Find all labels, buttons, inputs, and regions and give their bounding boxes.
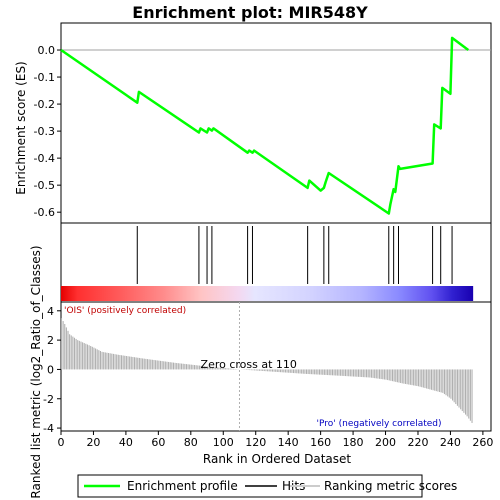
x-tick-label: 20 [86,436,100,449]
es-y-tick-label: -0.1 [34,71,55,84]
x-tick-label: 100 [213,436,234,449]
es-y-axis: 0.0 -0.1 -0.2 -0.3 -0.4 -0.5 -0.6 [34,44,61,219]
x-axis-title: Rank in Ordered Dataset [203,452,351,466]
hit-lines-layer [136,226,453,284]
es-y-tick-label: -0.6 [34,206,55,219]
negative-class-label: 'Pro' (negatively correlated) [317,419,442,429]
x-tick-label: 260 [472,436,493,449]
positive-class-label: 'OIS' (positively correlated) [64,306,186,316]
x-tick-label: 0 [58,436,65,449]
x-tick-label: 120 [245,436,266,449]
x-tick-label: 200 [375,436,396,449]
ranked-y-tick-label: -2 [43,393,54,406]
x-tick-label: 80 [184,436,198,449]
es-y-tick-label: -0.4 [34,152,55,165]
x-tick-label: 180 [343,436,364,449]
legend-label-profile: Enrichment profile [127,479,238,493]
legend: Enrichment profile Hits Ranking metric s… [77,474,457,498]
x-tick-label: 60 [151,436,165,449]
x-tick-label: 40 [119,436,133,449]
es-y-tick-label: -0.3 [34,125,55,138]
enrichment-profile-layer [60,36,470,215]
ranked-y-tick-label: -4 [43,422,54,435]
es-y-tick-label: 0.0 [38,44,56,57]
chart-title: Enrichment plot: MIR548Y [132,3,368,22]
ranked-y-tick-label: 0 [47,363,54,376]
ranked-y-tick-label: 4 [47,305,54,318]
enrichment-profile-line [60,36,470,215]
legend-label-ranking: Ranking metric scores [324,479,457,493]
rank-color-strip [61,286,474,301]
es-y-axis-title: Enrichment score (ES) [14,61,28,194]
x-tick-label: 140 [278,436,299,449]
x-tick-label: 220 [407,436,428,449]
ranked-y-axis-title: Ranked list metric (log2_Ratio_of_Classe… [29,245,43,498]
x-tick-label: 240 [440,436,461,449]
ranked-y-axis: 4 2 0 -2 -4 [43,305,61,435]
ranked-y-tick-label: 2 [47,334,54,347]
ranking-metric-layer [60,318,473,423]
es-panel [60,22,492,224]
x-axis: 0 20 40 60 80 100 120 140 160 180 200 220 240 260 [58,431,493,449]
x-tick-label: 160 [310,436,331,449]
zero-cross-label: Zero cross at 110 [201,358,297,371]
es-y-tick-label: -0.2 [34,98,55,111]
es-y-tick-label: -0.5 [34,179,55,192]
